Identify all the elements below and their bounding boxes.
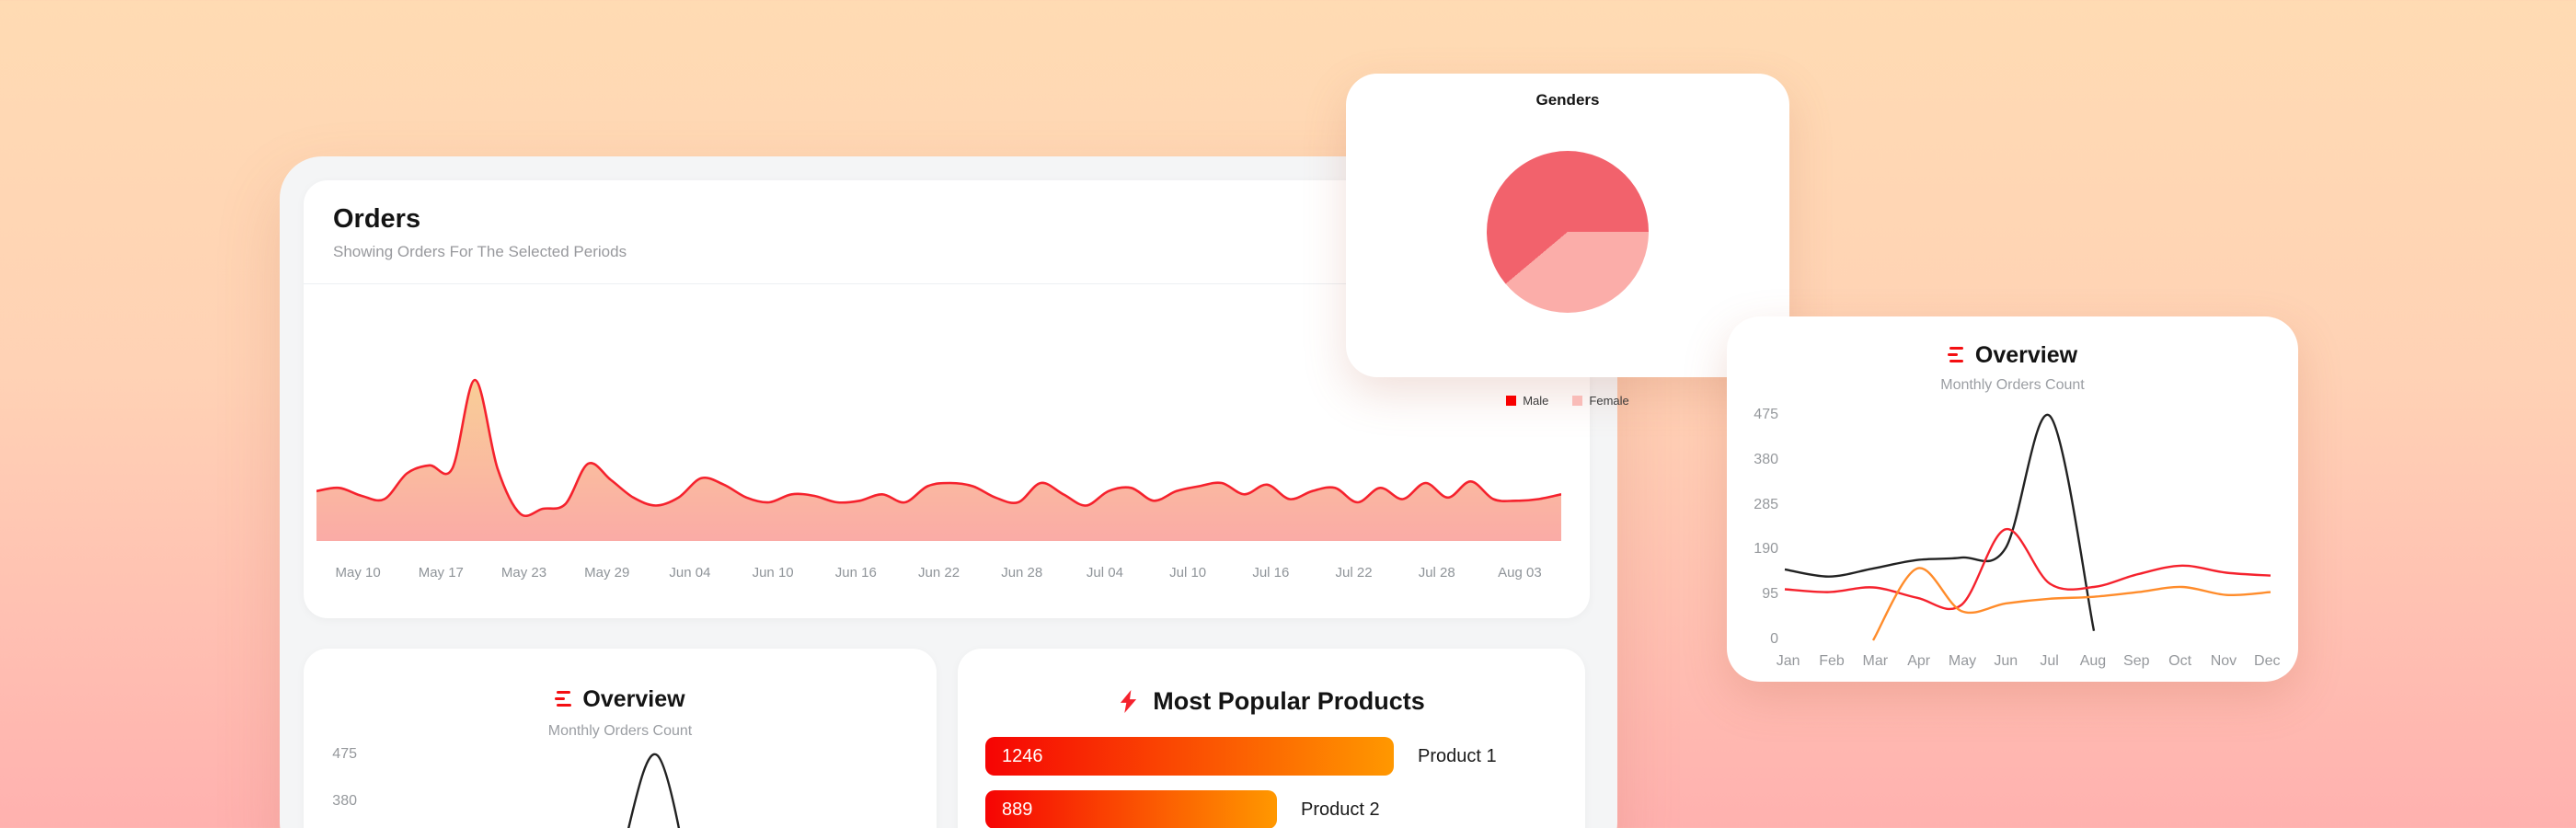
overview-line-chart[interactable] <box>1727 316 2298 682</box>
overview-title: Overview <box>582 686 685 712</box>
overview-y-tick: 285 <box>1754 496 1778 512</box>
orders-x-tick: Aug 03 <box>1498 565 1542 581</box>
overview-month-tick: Jan <box>1776 653 1800 669</box>
lightning-bolt-icon <box>1121 690 1137 713</box>
overview-month-tick: Dec <box>2254 653 2281 669</box>
overview-month-tick: May <box>1948 653 1977 669</box>
orders-x-tick: Jun 04 <box>669 565 711 581</box>
popular-products-title: Most Popular Products <box>1153 687 1425 715</box>
genders-card: Genders Male Female <box>1346 74 1789 408</box>
overview-month-tick: Nov <box>2210 653 2237 669</box>
overview-title: Overview <box>1974 342 2078 368</box>
product-bar-row: 889 Product 2 <box>985 790 1380 828</box>
legend-label: Male <box>1523 394 1549 408</box>
overview-line-chart[interactable] <box>304 649 937 828</box>
orders-area-chart[interactable] <box>316 364 1561 548</box>
overview-y-tick: 190 <box>1754 541 1778 558</box>
orders-x-tick: Jul 04 <box>1086 565 1123 581</box>
orders-x-tick: Jul 22 <box>1335 565 1373 581</box>
overview-month-tick: Jun <box>1994 653 2018 669</box>
orders-x-axis-labels: May 10 May 17 May 23 May 29 Jun 04 Jun 10 Jun … <box>316 565 1561 581</box>
orders-x-tick: May 17 <box>418 565 464 581</box>
overview-y-tick: 380 <box>332 793 357 809</box>
legend-swatch <box>1506 396 1517 406</box>
product-bar-value: 1246 <box>1002 745 1043 766</box>
product-bar-value: 889 <box>1002 799 1033 820</box>
product-bar[interactable]: 1246 <box>985 737 1394 776</box>
overview-y-tick: 95 <box>1762 586 1778 603</box>
orders-x-tick: May 23 <box>500 565 547 581</box>
overview-subtitle: Monthly Orders Count <box>547 723 693 739</box>
popular-products-card: Most Popular Products 1246 Product 1 889 Pr… <box>958 649 1585 828</box>
overview-y-tick: 380 <box>1754 451 1778 467</box>
product-bar-row: 1246 Product 1 <box>985 737 1497 776</box>
overview-month-tick: Sep <box>2123 653 2150 669</box>
genders-title: Genders <box>1535 91 1600 109</box>
overview-subtitle: Monthly Orders Count <box>1940 377 2085 393</box>
overview-card-top: Overview Monthly Orders Count 475 380 285 1… <box>1727 316 2298 682</box>
orders-x-tick: Jul 10 <box>1169 565 1207 581</box>
overview-header: Overview <box>304 686 937 713</box>
overview-y-tick: 475 <box>1754 407 1778 422</box>
product-bar-label: Product 2 <box>1301 799 1380 820</box>
overview-y-tick: 475 <box>332 746 357 762</box>
legend-swatch <box>1572 396 1583 406</box>
overview-month-tick: Aug <box>2079 653 2107 669</box>
product-bar-label: Product 1 <box>1418 745 1497 766</box>
orders-x-tick: May 29 <box>584 565 630 581</box>
orders-x-tick: Jun 22 <box>918 565 960 581</box>
overview-month-tick: Mar <box>1862 653 1889 669</box>
overview-month-tick: Apr <box>1907 653 1931 669</box>
legend-item-female[interactable]: Female <box>1572 394 1629 408</box>
orders-x-tick: Jul 28 <box>1418 565 1455 581</box>
genders-legend: Male Female <box>1346 394 1789 408</box>
orders-header-divider <box>304 283 1590 284</box>
overview-logo-icon <box>555 691 571 708</box>
legend-label: Female <box>1589 394 1629 408</box>
overview-month-tick: Jul <box>2040 653 2059 669</box>
orders-x-tick: Jul 16 <box>1252 565 1290 581</box>
legend-item-male[interactable]: Male <box>1506 394 1548 408</box>
overview-header: Overview <box>1727 342 2298 369</box>
product-bar[interactable]: 889 <box>985 790 1277 828</box>
orders-x-tick: May 10 <box>335 565 381 581</box>
overview-month-tick: Oct <box>2168 653 2192 669</box>
orders-card-title: Orders <box>333 204 421 234</box>
orders-x-tick: Jun 28 <box>1001 565 1043 581</box>
overview-month-tick: Feb <box>1819 653 1845 669</box>
genders-pie-chart[interactable] <box>1487 151 1649 313</box>
overview-card-bottom: Overview Monthly Orders Count 4753802851… <box>304 649 937 828</box>
overview-y-tick: 0 <box>1770 631 1778 647</box>
orders-card-subtitle: Showing Orders For The Selected Periods <box>333 243 627 260</box>
orders-x-tick: Jun 16 <box>834 565 877 581</box>
orders-x-tick: Jun 10 <box>752 565 794 581</box>
overview-logo-icon <box>1947 347 1964 364</box>
popular-products-header: Most Popular Products <box>958 687 1585 716</box>
overview-x-axis-labels: Jan Feb Mar Apr May Jun Jul Aug Sep Oct Nov Dec <box>1766 653 2289 670</box>
